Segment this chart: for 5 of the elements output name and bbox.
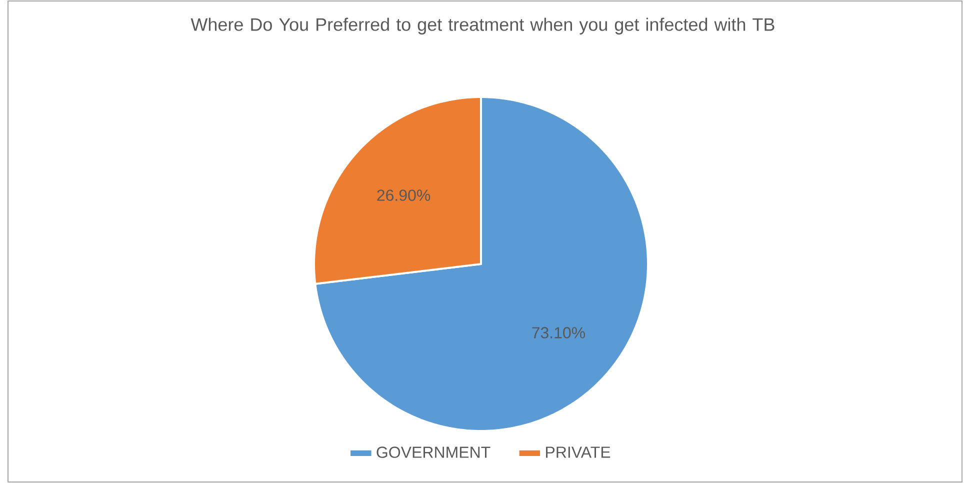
chart-title: Where Do You Preferred to get treatment when you get infected with TB: [190, 18, 774, 34]
data-label: 73.10%: [532, 327, 586, 338]
legend-label: GOVERNMENT: [376, 446, 490, 458]
legend-label: PRIVATE: [546, 446, 610, 458]
data-label: 26.90%: [377, 190, 430, 201]
